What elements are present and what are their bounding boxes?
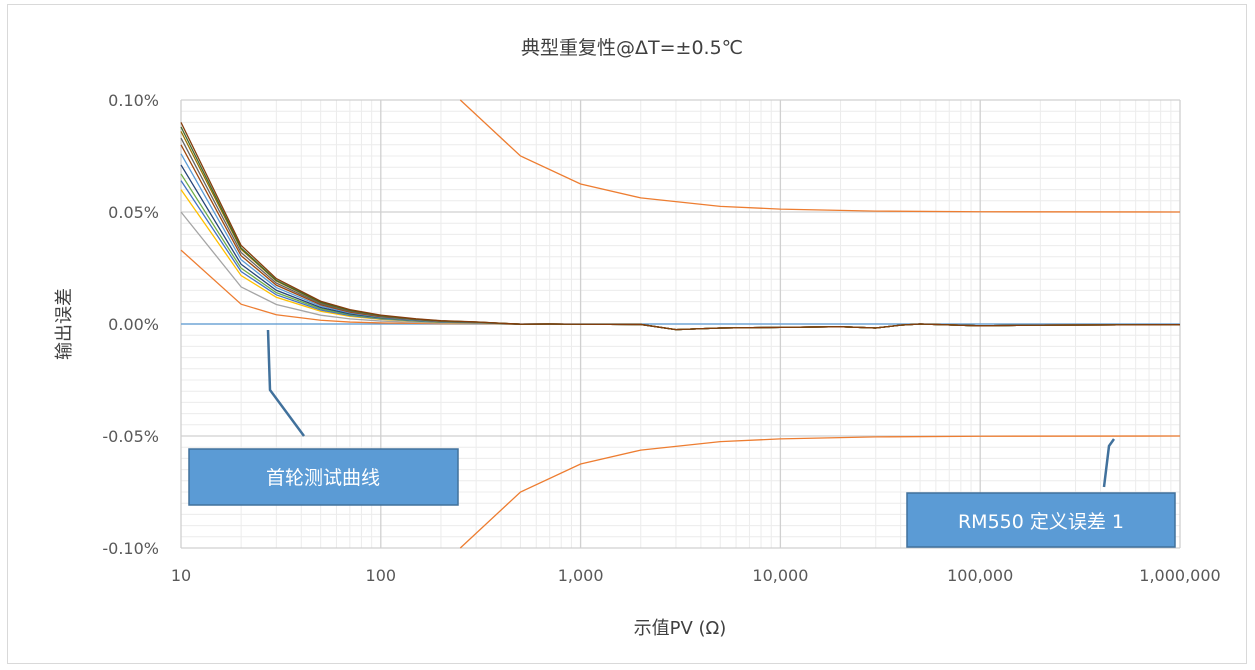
- test-curve: [180, 153, 1181, 331]
- test-curve: [180, 122, 1181, 331]
- x-tick-label: 1,000: [558, 566, 604, 585]
- chart-title: 典型重复性@ΔT=±0.5℃: [521, 37, 743, 59]
- callout-rm550-box: [906, 492, 1176, 548]
- y-tick-label: 0.00%: [108, 315, 159, 334]
- series-layer: [180, 99, 1181, 549]
- callout-rm550-leader: [1102, 438, 1116, 488]
- callout-rm550: RM550 定义误差 1: [906, 438, 1176, 548]
- test-curve: [180, 131, 1181, 331]
- x-tick-label: 10,000: [752, 566, 808, 585]
- y-tick-label: -0.05%: [102, 427, 159, 446]
- callout-first-round-leader: [266, 329, 306, 437]
- x-tick-label: 100,000: [947, 566, 1013, 585]
- spec-limit-lower: [459, 435, 1181, 549]
- callout-rm550-text: RM550 定义误差 1: [958, 511, 1124, 533]
- test-curve: [180, 249, 1181, 331]
- x-axis-label: 示值PV (Ω): [634, 618, 727, 639]
- callout-first-round: 首轮测试曲线: [188, 329, 459, 506]
- y-tick-label: -0.10%: [102, 539, 159, 558]
- x-tick-label: 1,000,000: [1139, 566, 1220, 585]
- y-tick-label: 0.05%: [108, 203, 159, 222]
- x-tick-labels: 10 100 1,000 10,000 100,000 1,000,000: [171, 566, 1221, 585]
- test-curve: [180, 126, 1181, 331]
- y-tick-labels: 0.10% 0.05% 0.00% -0.05% -0.10%: [102, 91, 159, 558]
- x-tick-label: 10: [171, 566, 191, 585]
- callout-first-round-text: 首轮测试曲线: [266, 467, 380, 489]
- y-tick-label: 0.10%: [108, 91, 159, 110]
- x-tick-label: 100: [366, 566, 397, 585]
- callout-first-round-box: [188, 448, 459, 506]
- y-axis-label: 输出误差: [54, 288, 75, 360]
- spec-limit-upper: [459, 99, 1181, 213]
